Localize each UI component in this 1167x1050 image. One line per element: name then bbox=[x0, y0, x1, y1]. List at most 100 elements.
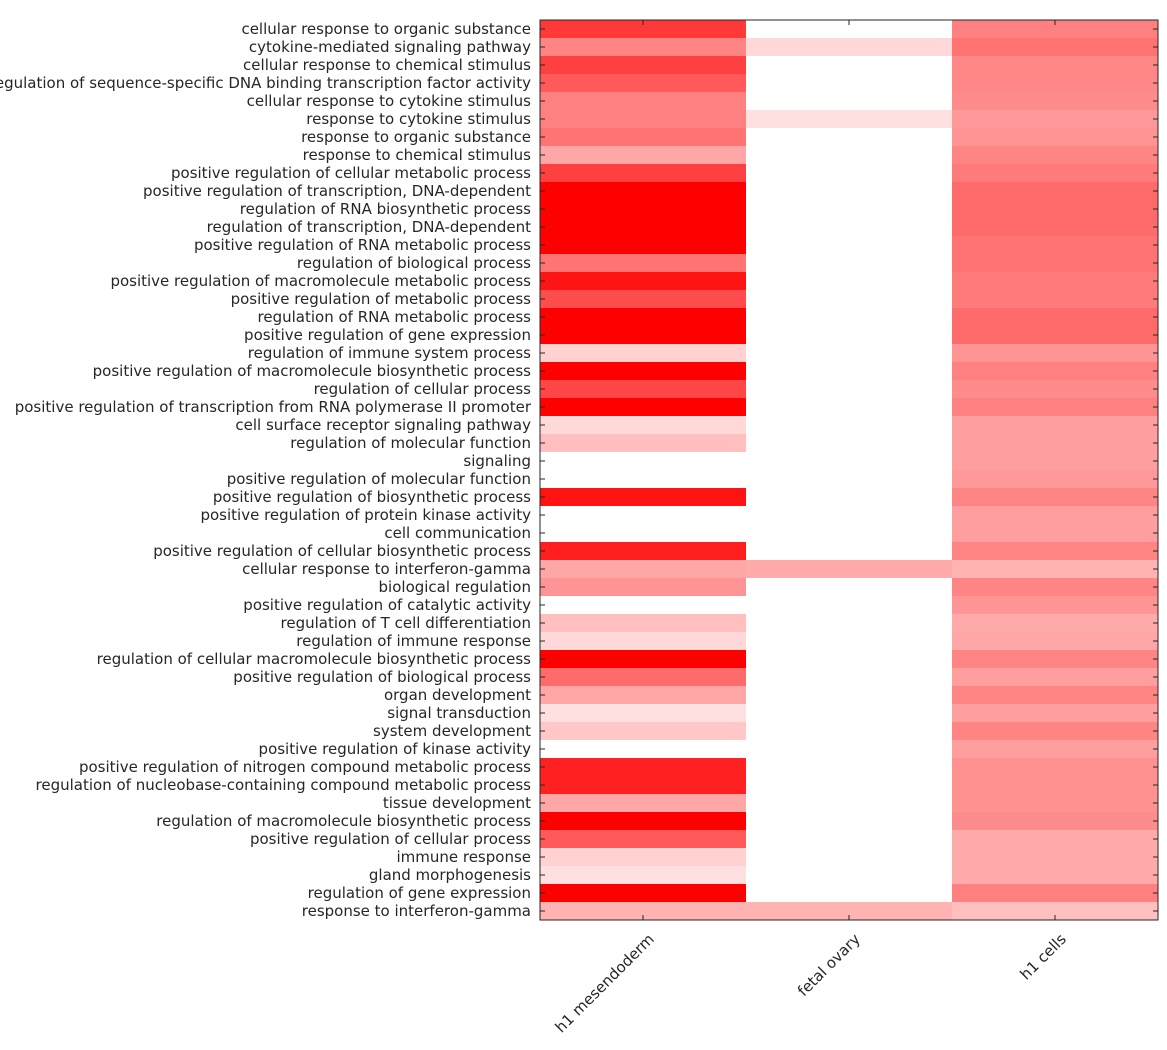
heatmap-cell bbox=[952, 182, 1159, 201]
x-tick-label: fetal ovary bbox=[794, 930, 864, 1000]
y-tick-label: positive regulation of catalytic activit… bbox=[243, 596, 531, 614]
heatmap-cell bbox=[952, 830, 1159, 849]
heatmap-cell bbox=[540, 470, 747, 489]
y-tick-label: regulation of biological process bbox=[297, 254, 531, 272]
y-tick-label: cellular response to interferon-gamma bbox=[242, 560, 531, 578]
heatmap-cell bbox=[540, 164, 747, 183]
heatmap-cell bbox=[746, 758, 953, 777]
y-tick-label: regulation of macromolecule biosynthetic… bbox=[156, 812, 531, 830]
heatmap-cell bbox=[540, 128, 747, 147]
heatmap-cell bbox=[540, 182, 747, 201]
heatmap-cell bbox=[952, 884, 1159, 903]
heatmap-cell bbox=[540, 794, 747, 813]
heatmap-cell bbox=[746, 38, 953, 57]
heatmap-cell bbox=[952, 416, 1159, 435]
heatmap-cell bbox=[746, 596, 953, 615]
heatmap-cell bbox=[540, 776, 747, 795]
heatmap-cell bbox=[540, 722, 747, 741]
heatmap-cell bbox=[746, 182, 953, 201]
heatmap-cell bbox=[746, 344, 953, 363]
y-tick-label: positive regulation of macromolecule bio… bbox=[93, 362, 532, 380]
heatmap-cell bbox=[746, 740, 953, 759]
y-tick-label: cellular response to organic substance bbox=[241, 20, 531, 38]
y-tick-label: positive regulation of cellular metaboli… bbox=[171, 164, 531, 182]
heatmap-cell bbox=[746, 830, 953, 849]
heatmap-cell bbox=[952, 812, 1159, 831]
heatmap-cell bbox=[952, 128, 1159, 147]
heatmap-cell bbox=[746, 434, 953, 453]
heatmap-cell bbox=[746, 506, 953, 525]
heatmap-cell bbox=[952, 362, 1159, 381]
y-tick-label: positive regulation of gene expression bbox=[244, 326, 531, 344]
heatmap-cell bbox=[746, 236, 953, 255]
heatmap-cell bbox=[952, 218, 1159, 237]
heatmap-cell bbox=[540, 884, 747, 903]
heatmap-cell bbox=[746, 200, 953, 219]
heatmap-cell bbox=[746, 470, 953, 489]
heatmap-cell bbox=[746, 326, 953, 345]
heatmap-cell bbox=[746, 578, 953, 597]
heatmap-cell bbox=[540, 398, 747, 417]
x-tick-label: h1 cells bbox=[1016, 930, 1069, 983]
y-tick-label: signal transduction bbox=[387, 704, 531, 722]
heatmap-cell bbox=[540, 434, 747, 453]
y-tick-label: regulation of transcription, DNA-depende… bbox=[207, 218, 531, 236]
heatmap-cell bbox=[540, 92, 747, 111]
heatmap-cell bbox=[952, 254, 1159, 273]
heatmap-cell bbox=[746, 542, 953, 561]
heatmap-cell bbox=[746, 524, 953, 543]
heatmap-cell bbox=[952, 200, 1159, 219]
y-tick-label: positive regulation of transcription fro… bbox=[15, 398, 532, 416]
y-tick-label: regulation of cellular macromolecule bio… bbox=[97, 650, 532, 668]
y-tick-label: regulation of RNA metabolic process bbox=[258, 308, 532, 326]
heatmap-cell bbox=[952, 452, 1159, 471]
heatmap-cell bbox=[952, 596, 1159, 615]
heatmap-cell bbox=[540, 542, 747, 561]
heatmap-cell bbox=[952, 110, 1159, 129]
heatmap-cell bbox=[952, 308, 1159, 327]
heatmap-cell bbox=[952, 524, 1159, 543]
y-tick-label: regulation of molecular function bbox=[290, 434, 531, 452]
heatmap-cell bbox=[540, 704, 747, 723]
heatmap-cell bbox=[746, 56, 953, 75]
heatmap-cell bbox=[952, 866, 1159, 885]
heatmap-cell bbox=[746, 704, 953, 723]
x-tick-label: h1 mesendoderm bbox=[552, 930, 658, 1036]
heatmap-cell bbox=[952, 272, 1159, 291]
y-tick-label: positive regulation of biological proces… bbox=[233, 668, 531, 686]
heatmap-cell bbox=[952, 380, 1159, 399]
heatmap-cell bbox=[540, 218, 747, 237]
heatmap-cell bbox=[540, 758, 747, 777]
heatmap-cell bbox=[540, 110, 747, 129]
y-tick-label: regulation of RNA biosynthetic process bbox=[240, 200, 531, 218]
heatmap-cell bbox=[746, 560, 953, 579]
y-tick-label: positive regulation of cellular biosynth… bbox=[153, 542, 531, 560]
y-tick-label: cellular response to cytokine stimulus bbox=[247, 92, 532, 110]
heatmap-cell bbox=[540, 272, 747, 291]
heatmap-cell bbox=[746, 146, 953, 165]
y-tick-label: cell communication bbox=[384, 524, 531, 542]
heatmap-cell bbox=[746, 290, 953, 309]
heatmap-cell bbox=[952, 290, 1159, 309]
heatmap-cell bbox=[540, 20, 747, 39]
heatmap-cell bbox=[746, 362, 953, 381]
heatmap-cell bbox=[540, 578, 747, 597]
heatmap-cell bbox=[540, 812, 747, 831]
heatmap-cell bbox=[746, 416, 953, 435]
heatmap-cell bbox=[746, 722, 953, 741]
y-tick-label: cell surface receptor signaling pathway bbox=[235, 416, 531, 434]
y-tick-label: regulation of immune response bbox=[296, 632, 531, 650]
heatmap-cell bbox=[952, 470, 1159, 489]
y-tick-label: regulation of T cell differentiation bbox=[281, 614, 532, 632]
heatmap-cell bbox=[540, 506, 747, 525]
heatmap-cell bbox=[952, 632, 1159, 651]
heatmap-cell bbox=[952, 488, 1159, 507]
heatmap-cell bbox=[540, 416, 747, 435]
heatmap-cell bbox=[952, 614, 1159, 633]
heatmap-cell bbox=[746, 668, 953, 687]
heatmap-cell bbox=[540, 740, 747, 759]
heatmap-cell bbox=[540, 308, 747, 327]
heatmap-cell bbox=[540, 830, 747, 849]
y-tick-label: system development bbox=[373, 722, 531, 740]
